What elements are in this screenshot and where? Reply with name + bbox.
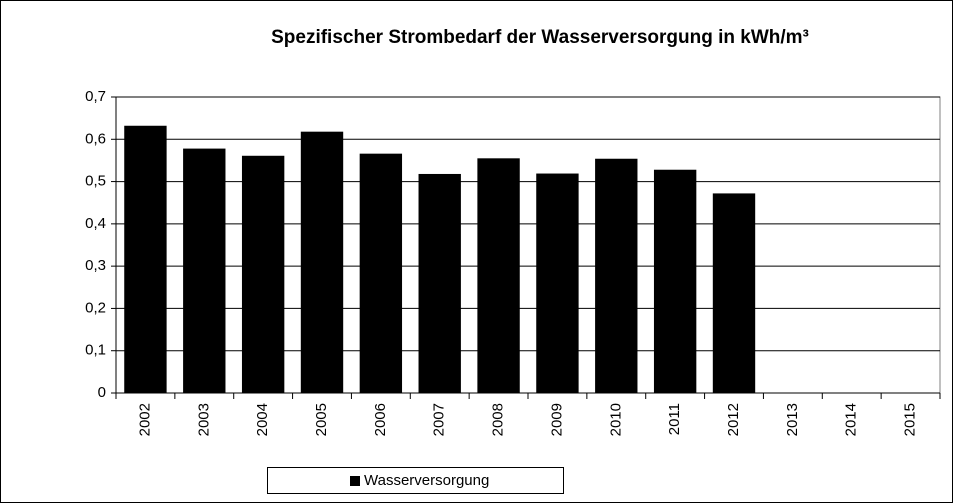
x-tick-label: 2013 — [784, 403, 801, 436]
bar — [241, 155, 285, 393]
y-tick-label: 0,1 — [85, 342, 106, 359]
bar — [300, 131, 344, 393]
chart-title: Spezifischer Strombedarf der Wasserverso… — [271, 27, 809, 48]
bar — [712, 193, 756, 393]
legend-label: Wasserversorgung — [364, 472, 489, 489]
legend-box — [267, 467, 564, 494]
x-tick-label: 2008 — [490, 403, 507, 436]
x-tick-label: 2006 — [372, 403, 389, 436]
legend-swatch — [350, 476, 360, 486]
x-tick-label: 2003 — [195, 403, 212, 436]
y-tick-label: 0,5 — [85, 173, 106, 190]
y-tick-label: 0,2 — [85, 299, 106, 316]
bar — [359, 153, 403, 393]
x-tick-label: 2011 — [666, 403, 683, 435]
x-tick-label: 2015 — [902, 403, 919, 436]
x-tick-label: 2012 — [725, 403, 742, 436]
bar — [477, 158, 520, 393]
x-tick-label: 2007 — [431, 403, 448, 436]
y-tick-label: 0 — [98, 384, 106, 401]
x-tick-label: 2014 — [843, 403, 860, 436]
y-tick-label: 0,3 — [85, 257, 106, 274]
bar — [124, 125, 167, 394]
bar — [653, 169, 697, 393]
legend: Wasserversorgung — [267, 467, 564, 494]
y-tick-label: 0,6 — [85, 130, 106, 147]
y-tick-label: 0,7 — [85, 88, 106, 105]
bar — [536, 173, 579, 393]
bar — [595, 158, 638, 393]
bar — [183, 148, 226, 393]
x-tick-label: 2009 — [548, 403, 565, 436]
x-tick-label: 2002 — [136, 403, 153, 436]
y-tick-label: 0,4 — [85, 215, 106, 232]
x-tick-label: 2010 — [607, 403, 624, 436]
bar — [418, 173, 461, 393]
x-tick-label: 2004 — [254, 403, 271, 436]
plot-area — [115, 96, 941, 394]
x-tick-label: 2005 — [313, 403, 330, 436]
